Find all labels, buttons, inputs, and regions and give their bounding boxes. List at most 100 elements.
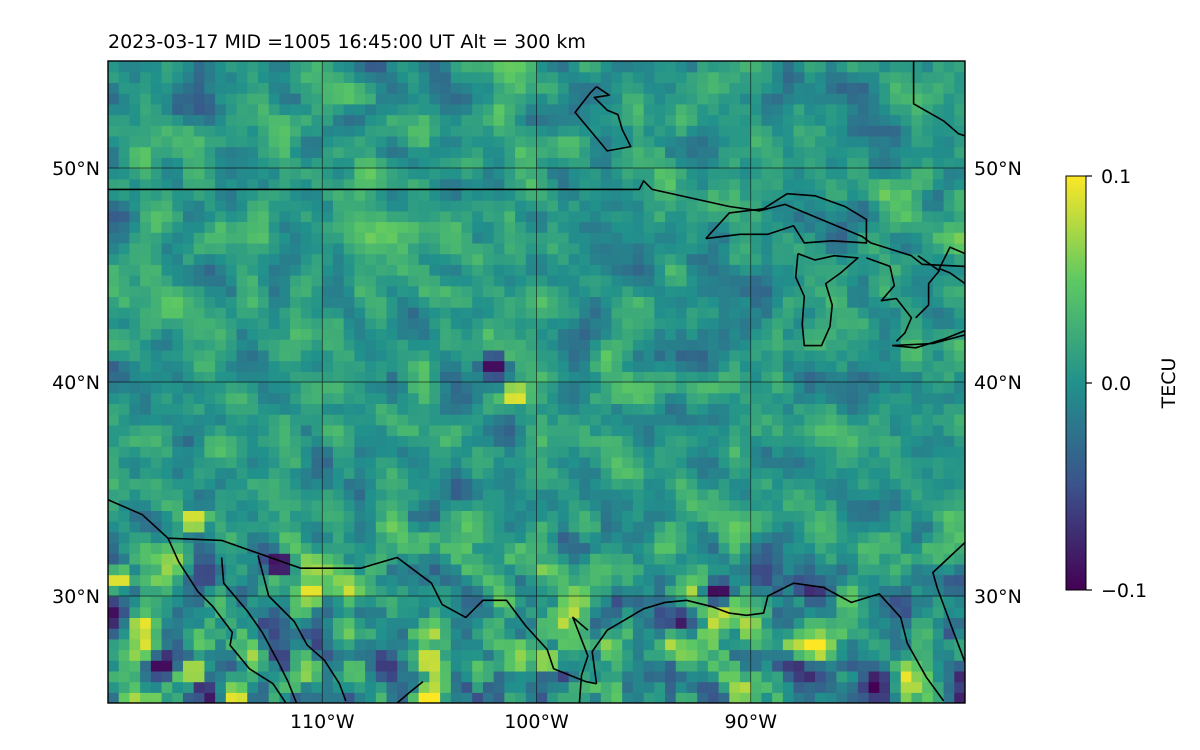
heatmap-cell [279, 360, 291, 372]
heatmap-cell [643, 446, 655, 458]
heatmap-cell [236, 285, 248, 297]
heatmap-cell [279, 114, 291, 126]
heatmap-cell [879, 253, 891, 265]
heatmap-cell [215, 542, 227, 554]
heatmap-cell [868, 638, 880, 651]
heatmap-cell [386, 189, 398, 201]
heatmap-cell [718, 456, 730, 469]
heatmap-cell [847, 382, 859, 394]
heatmap-cell [675, 264, 688, 276]
heatmap-cell [654, 638, 666, 651]
heatmap-cell [793, 210, 805, 223]
heatmap-cell [557, 242, 570, 255]
heatmap-cell [707, 392, 720, 404]
heatmap-cell [729, 189, 741, 201]
heatmap-cell [557, 585, 570, 597]
heatmap-cell [675, 478, 688, 490]
heatmap-cell [397, 242, 409, 255]
heatmap-cell [686, 553, 698, 565]
heatmap-cell [632, 424, 645, 437]
heatmap-cell [322, 692, 334, 703]
heatmap-cell [900, 103, 913, 116]
heatmap-cell [268, 210, 280, 223]
heatmap-cell [740, 574, 752, 586]
heatmap-cell [740, 681, 752, 693]
heatmap-cell [718, 210, 730, 223]
heatmap-cell [697, 467, 709, 479]
heatmap-cell [365, 71, 377, 83]
heatmap-cell [504, 403, 516, 415]
heatmap-cell [140, 596, 152, 608]
heatmap-cell [750, 61, 763, 73]
heatmap-cell [482, 178, 495, 190]
heatmap-cell [343, 242, 355, 255]
heatmap-cell [772, 371, 784, 383]
heatmap-cell [729, 649, 741, 661]
heatmap-cell [129, 478, 141, 490]
heatmap-cell [632, 371, 645, 383]
heatmap-cell [686, 435, 698, 447]
heatmap-cell [954, 670, 965, 683]
heatmap-cell [707, 339, 720, 351]
heatmap-cell [547, 617, 559, 629]
heatmap-cell [182, 200, 195, 212]
heatmap-cell [665, 200, 677, 212]
heatmap-cell [750, 628, 763, 640]
heatmap-cell [108, 617, 120, 629]
heatmap-cell [268, 317, 280, 330]
heatmap-cell [182, 125, 195, 137]
heatmap-cell [354, 403, 366, 415]
heatmap-cell [857, 585, 870, 597]
heatmap-cell [804, 424, 816, 437]
heatmap-cell [632, 617, 645, 629]
heatmap-cell [729, 596, 741, 608]
heatmap-cell [150, 467, 163, 479]
heatmap-cell [761, 510, 773, 522]
heatmap-cell [611, 596, 623, 608]
heatmap-cell [354, 521, 366, 533]
heatmap-cell [129, 617, 141, 629]
heatmap-cell [365, 670, 377, 683]
heatmap-cell [236, 339, 248, 351]
heatmap-cell [932, 168, 945, 180]
heatmap-cell [182, 446, 195, 458]
heatmap-cell [836, 628, 848, 640]
heatmap-cell [782, 553, 795, 565]
heatmap-cell [108, 467, 120, 479]
heatmap-cell [857, 168, 870, 180]
heatmap-cell [761, 660, 773, 672]
heatmap-cell [161, 446, 173, 458]
heatmap-cell [129, 253, 141, 265]
heatmap-cell [257, 275, 270, 287]
heatmap-cell [493, 285, 505, 297]
heatmap-cell [300, 499, 313, 511]
heatmap-cell [257, 114, 270, 126]
heatmap-cell [654, 168, 666, 180]
heatmap-cell [397, 596, 409, 608]
heatmap-cell [782, 328, 795, 340]
heatmap-cell [332, 435, 345, 447]
heatmap-cell [515, 82, 527, 94]
heatmap-cell [600, 403, 613, 415]
heatmap-cell [836, 478, 848, 490]
heatmap-cell [675, 596, 688, 608]
heatmap-cell [397, 61, 409, 73]
heatmap-cell [290, 82, 302, 94]
heatmap-cell [804, 692, 816, 703]
heatmap-cell [568, 456, 580, 469]
heatmap-cell [365, 414, 377, 426]
heatmap-cell [515, 71, 527, 83]
heatmap-cell [579, 371, 591, 383]
heatmap-cell [193, 135, 206, 148]
heatmap-cell [932, 692, 945, 703]
heatmap-cell [461, 574, 473, 586]
heatmap-cell [257, 317, 270, 330]
heatmap-cell [600, 446, 613, 458]
heatmap-cell [354, 317, 366, 330]
heatmap-cell [397, 617, 409, 629]
heatmap-cell [225, 649, 238, 661]
heatmap-cell [643, 660, 655, 672]
heatmap-cell [279, 531, 291, 544]
heatmap-cell [857, 382, 870, 394]
heatmap-cell [686, 157, 698, 169]
